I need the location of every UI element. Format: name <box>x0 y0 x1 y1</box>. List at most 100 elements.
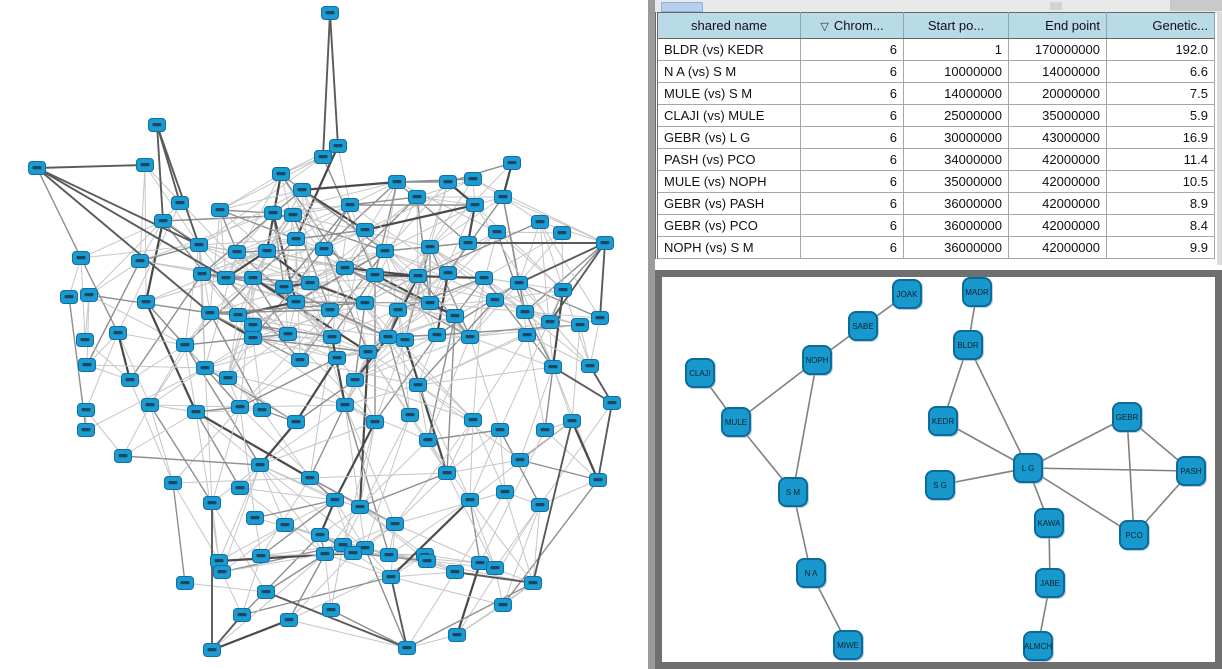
overview-node[interactable] <box>275 280 293 294</box>
overview-node[interactable] <box>287 295 305 309</box>
table-cell[interactable]: 42000000 <box>1008 170 1107 193</box>
overview-node[interactable] <box>376 244 394 258</box>
table-row[interactable]: MULE (vs) NOPH 6 35000000 42000000 10.5 <box>656 170 1215 193</box>
overview-node[interactable] <box>428 328 446 342</box>
table-cell[interactable]: 6 <box>800 170 904 193</box>
overview-node[interactable] <box>228 245 246 259</box>
overview-node[interactable] <box>211 203 229 217</box>
table-cell[interactable]: 16.9 <box>1106 126 1215 149</box>
table-cell[interactable]: 43000000 <box>1008 126 1107 149</box>
table-row[interactable]: GEBR (vs) PCO 6 36000000 42000000 8.4 <box>656 214 1215 237</box>
overview-node[interactable] <box>603 396 621 410</box>
table-cell[interactable]: 20000000 <box>1008 82 1107 105</box>
table-cell[interactable]: 6.6 <box>1106 60 1215 83</box>
table-row[interactable]: N A (vs) S M 6 10000000 14000000 6.6 <box>656 60 1215 83</box>
table-cell[interactable]: 6 <box>800 104 904 127</box>
overview-node[interactable] <box>511 453 529 467</box>
table-cell[interactable]: CLAJI (vs) MULE <box>656 104 801 127</box>
graph-node-BLDR[interactable]: BLDR <box>953 330 983 360</box>
graph-node-CLAJI[interactable]: CLAJI <box>685 358 715 388</box>
table-cell[interactable]: 36000000 <box>903 192 1009 215</box>
overview-node[interactable] <box>252 549 270 563</box>
graph-node-GEBR[interactable]: GEBR <box>1112 402 1142 432</box>
overview-node[interactable] <box>351 500 369 514</box>
overview-node[interactable] <box>314 150 332 164</box>
table-cell[interactable]: 36000000 <box>903 214 1009 237</box>
overview-node[interactable] <box>466 198 484 212</box>
overview-node[interactable] <box>536 423 554 437</box>
table-cell[interactable]: PASH (vs) PCO <box>656 148 801 171</box>
overview-node[interactable] <box>336 398 354 412</box>
overview-node[interactable] <box>77 403 95 417</box>
table-cell[interactable]: 6 <box>800 236 904 259</box>
overview-node[interactable] <box>531 498 549 512</box>
table-cell[interactable]: 7.5 <box>1106 82 1215 105</box>
overview-node[interactable] <box>77 423 95 437</box>
graph-node-PCO[interactable]: PCO <box>1119 520 1149 550</box>
column-header-2[interactable]: Start po... <box>903 12 1009 39</box>
table-cell[interactable]: 10000000 <box>903 60 1009 83</box>
overview-node[interactable] <box>553 226 571 240</box>
overview-node[interactable] <box>301 276 319 290</box>
table-cell[interactable]: 6 <box>800 82 904 105</box>
overview-node[interactable] <box>554 283 572 297</box>
overview-node[interactable] <box>409 269 427 283</box>
overview-node[interactable] <box>229 308 247 322</box>
overview-node[interactable] <box>382 570 400 584</box>
overview-node[interactable] <box>233 608 251 622</box>
overview-node[interactable] <box>341 198 359 212</box>
table-cell[interactable]: 42000000 <box>1008 148 1107 171</box>
overview-node[interactable] <box>446 565 464 579</box>
column-header-4[interactable]: Genetic... <box>1106 12 1215 39</box>
table-cell[interactable]: BLDR (vs) KEDR <box>656 38 801 61</box>
table-cell[interactable]: 42000000 <box>1008 214 1107 237</box>
table-cell[interactable]: GEBR (vs) L G <box>656 126 801 149</box>
table-cell[interactable]: 6 <box>800 60 904 83</box>
table-row[interactable]: CLAJI (vs) MULE 6 25000000 35000000 5.9 <box>656 104 1215 127</box>
table-row[interactable]: GEBR (vs) L G 6 30000000 43000000 16.9 <box>656 126 1215 149</box>
table-cell[interactable]: 6 <box>800 148 904 171</box>
overview-node[interactable] <box>571 318 589 332</box>
overview-node[interactable] <box>244 331 262 345</box>
overview-node[interactable] <box>171 196 189 210</box>
overview-node[interactable] <box>272 167 290 181</box>
overview-node[interactable] <box>388 175 406 189</box>
overview-node[interactable] <box>316 547 334 561</box>
overview-node[interactable] <box>131 254 149 268</box>
overview-node[interactable] <box>379 330 397 344</box>
overview-node[interactable] <box>190 238 208 252</box>
overview-node[interactable] <box>380 548 398 562</box>
overview-node[interactable] <box>258 244 276 258</box>
table-row[interactable]: NOPH (vs) S M 6 36000000 42000000 9.9 <box>656 236 1215 259</box>
overview-node[interactable] <box>494 190 512 204</box>
overview-node[interactable] <box>257 585 275 599</box>
overview-node[interactable] <box>448 628 466 642</box>
overview-node[interactable] <box>329 139 347 153</box>
table-cell[interactable]: 30000000 <box>903 126 1009 149</box>
overview-node[interactable] <box>114 449 132 463</box>
overview-node[interactable] <box>251 458 269 472</box>
graph-node-ALMCH[interactable]: ALMCH <box>1023 631 1053 661</box>
graph-node-MULE[interactable]: MULE <box>721 407 751 437</box>
overview-node[interactable] <box>287 415 305 429</box>
overview-node[interactable] <box>217 271 235 285</box>
overview-node[interactable] <box>323 330 341 344</box>
overview-node[interactable] <box>346 373 364 387</box>
overview-node[interactable] <box>311 528 329 542</box>
overview-node[interactable] <box>503 156 521 170</box>
filter-icon[interactable]: ▽ <box>820 21 829 33</box>
overview-node[interactable] <box>439 175 457 189</box>
column-header-0[interactable]: shared name <box>656 12 801 39</box>
overview-node[interactable] <box>496 485 514 499</box>
overview-node[interactable] <box>193 267 211 281</box>
overview-node[interactable] <box>494 598 512 612</box>
overview-node[interactable] <box>137 295 155 309</box>
table-cell[interactable]: 42000000 <box>1008 236 1107 259</box>
overview-node[interactable] <box>109 326 127 340</box>
overview-node[interactable] <box>148 118 166 132</box>
vertical-scrollbar-track[interactable] <box>1217 12 1222 265</box>
graph-node-N A[interactable]: N A <box>796 558 826 588</box>
overview-node[interactable] <box>176 338 194 352</box>
overview-node[interactable] <box>164 476 182 490</box>
overview-node[interactable] <box>389 303 407 317</box>
